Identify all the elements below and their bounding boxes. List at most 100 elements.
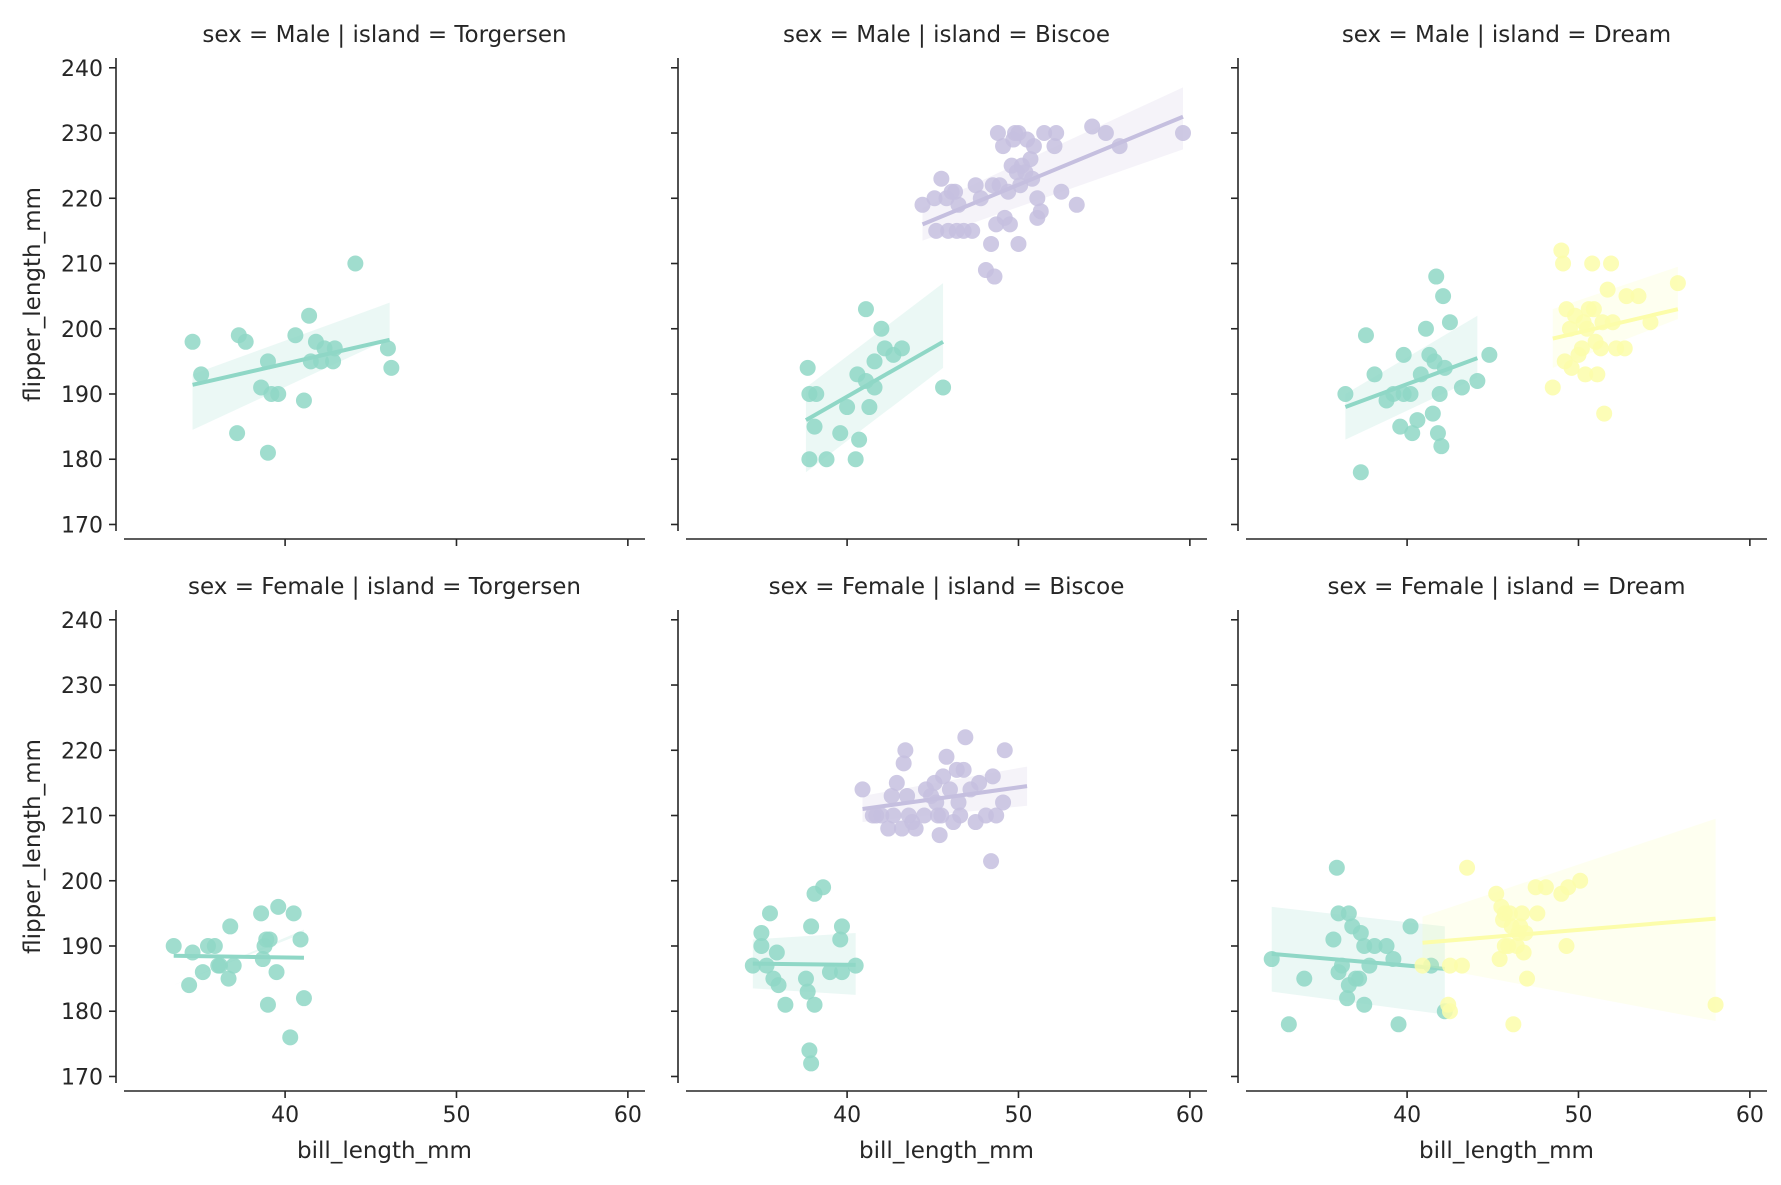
- data-point: [1417, 320, 1434, 337]
- data-point: [270, 898, 287, 915]
- data-point: [1429, 425, 1446, 442]
- series-adelie: [799, 283, 952, 473]
- data-point: [1431, 385, 1448, 402]
- data-point: [270, 385, 287, 402]
- data-point: [1414, 957, 1431, 974]
- series-chinstrap: [1544, 242, 1686, 422]
- y-tick-label: 240: [61, 57, 103, 82]
- data-point: [1025, 138, 1042, 155]
- data-point: [1513, 905, 1530, 922]
- data-point: [947, 183, 964, 200]
- regression-line: [804, 340, 945, 422]
- data-point: [803, 1055, 820, 1072]
- data-point: [1046, 138, 1063, 155]
- data-point: [1296, 970, 1313, 987]
- data-point: [295, 990, 312, 1007]
- data-point: [1378, 937, 1395, 954]
- data-point: [383, 359, 400, 376]
- facet-panel: sex = Female | island = Torgersen 170 180 1…: [20, 574, 645, 1164]
- data-point: [1529, 905, 1546, 922]
- data-point: [815, 879, 832, 896]
- data-point: [1424, 405, 1441, 422]
- data-point: [1053, 183, 1070, 200]
- data-point: [1585, 301, 1602, 318]
- data-point: [808, 385, 825, 402]
- x-tick-label: 60: [1176, 1103, 1204, 1128]
- facet-panel: sex = Male | island = Dream: [1231, 22, 1767, 546]
- data-point: [295, 392, 312, 409]
- data-point: [1428, 268, 1445, 285]
- data-point: [282, 1029, 299, 1046]
- data-point: [821, 964, 838, 981]
- data-point: [895, 755, 912, 772]
- data-point: [986, 268, 1003, 285]
- data-point: [873, 320, 890, 337]
- facet-panel: sex = Male | island = Biscoe: [671, 22, 1207, 546]
- panel-title: sex = Female | island = Biscoe: [769, 574, 1125, 600]
- x-tick-label: 40: [833, 1103, 861, 1128]
- data-point: [964, 222, 981, 239]
- panel-title: sex = Male | island = Biscoe: [783, 22, 1110, 48]
- facet-panels: sex = Male | island = Torgersen 170 180 190…: [20, 22, 1767, 1164]
- data-point: [957, 729, 974, 746]
- data-point: [873, 807, 890, 824]
- data-point: [1558, 937, 1575, 954]
- data-point: [1453, 379, 1470, 396]
- y-tick-label: 230: [61, 122, 103, 147]
- regression-line: [173, 953, 304, 960]
- data-point: [1402, 918, 1419, 935]
- x-axis-label: bill_length_mm: [297, 1138, 472, 1164]
- data-point: [1032, 203, 1049, 220]
- data-point: [301, 307, 318, 324]
- data-point: [1669, 275, 1686, 292]
- data-point: [285, 905, 302, 922]
- x-tick-label: 50: [1004, 1103, 1032, 1128]
- x-axis-label: bill_length_mm: [1419, 1138, 1594, 1164]
- data-point: [851, 431, 868, 448]
- x-tick-label: 40: [271, 1103, 299, 1128]
- data-point: [1441, 1003, 1458, 1020]
- data-point: [916, 807, 933, 824]
- data-point: [225, 957, 242, 974]
- data-point: [1351, 970, 1368, 987]
- data-point: [818, 451, 835, 468]
- data-point: [220, 970, 237, 987]
- x-axis-label: bill_length_mm: [859, 1138, 1034, 1164]
- y-axis-label: flipper_length_mm: [20, 739, 46, 954]
- data-point: [888, 774, 905, 791]
- data-point: [1352, 464, 1369, 481]
- data-point: [839, 399, 856, 416]
- regression-line: [1344, 356, 1479, 409]
- data-point: [1481, 346, 1498, 363]
- data-point: [952, 807, 969, 824]
- data-point: [347, 255, 364, 272]
- confidence-band: [805, 283, 944, 473]
- data-point: [1459, 859, 1476, 876]
- data-point: [1501, 905, 1518, 922]
- data-point: [1515, 944, 1532, 961]
- data-point: [883, 787, 900, 804]
- data-point: [753, 924, 770, 941]
- data-point: [833, 964, 850, 981]
- y-tick-label: 230: [61, 674, 103, 699]
- data-point: [854, 781, 871, 798]
- data-point: [1356, 996, 1373, 1013]
- data-point: [1435, 288, 1452, 305]
- data-point: [1022, 151, 1039, 168]
- series-chinstrap: [1414, 818, 1724, 1033]
- regression-line: [862, 784, 1028, 811]
- data-point: [806, 418, 823, 435]
- data-point: [799, 983, 816, 1000]
- data-point: [379, 340, 396, 357]
- data-point: [1390, 1016, 1407, 1033]
- data-point: [885, 807, 902, 824]
- data-point: [1001, 216, 1018, 233]
- data-point: [801, 451, 818, 468]
- data-point: [777, 996, 794, 1013]
- data-point: [325, 353, 342, 370]
- regression-line: [752, 961, 856, 967]
- data-point: [857, 301, 874, 318]
- data-point: [995, 794, 1012, 811]
